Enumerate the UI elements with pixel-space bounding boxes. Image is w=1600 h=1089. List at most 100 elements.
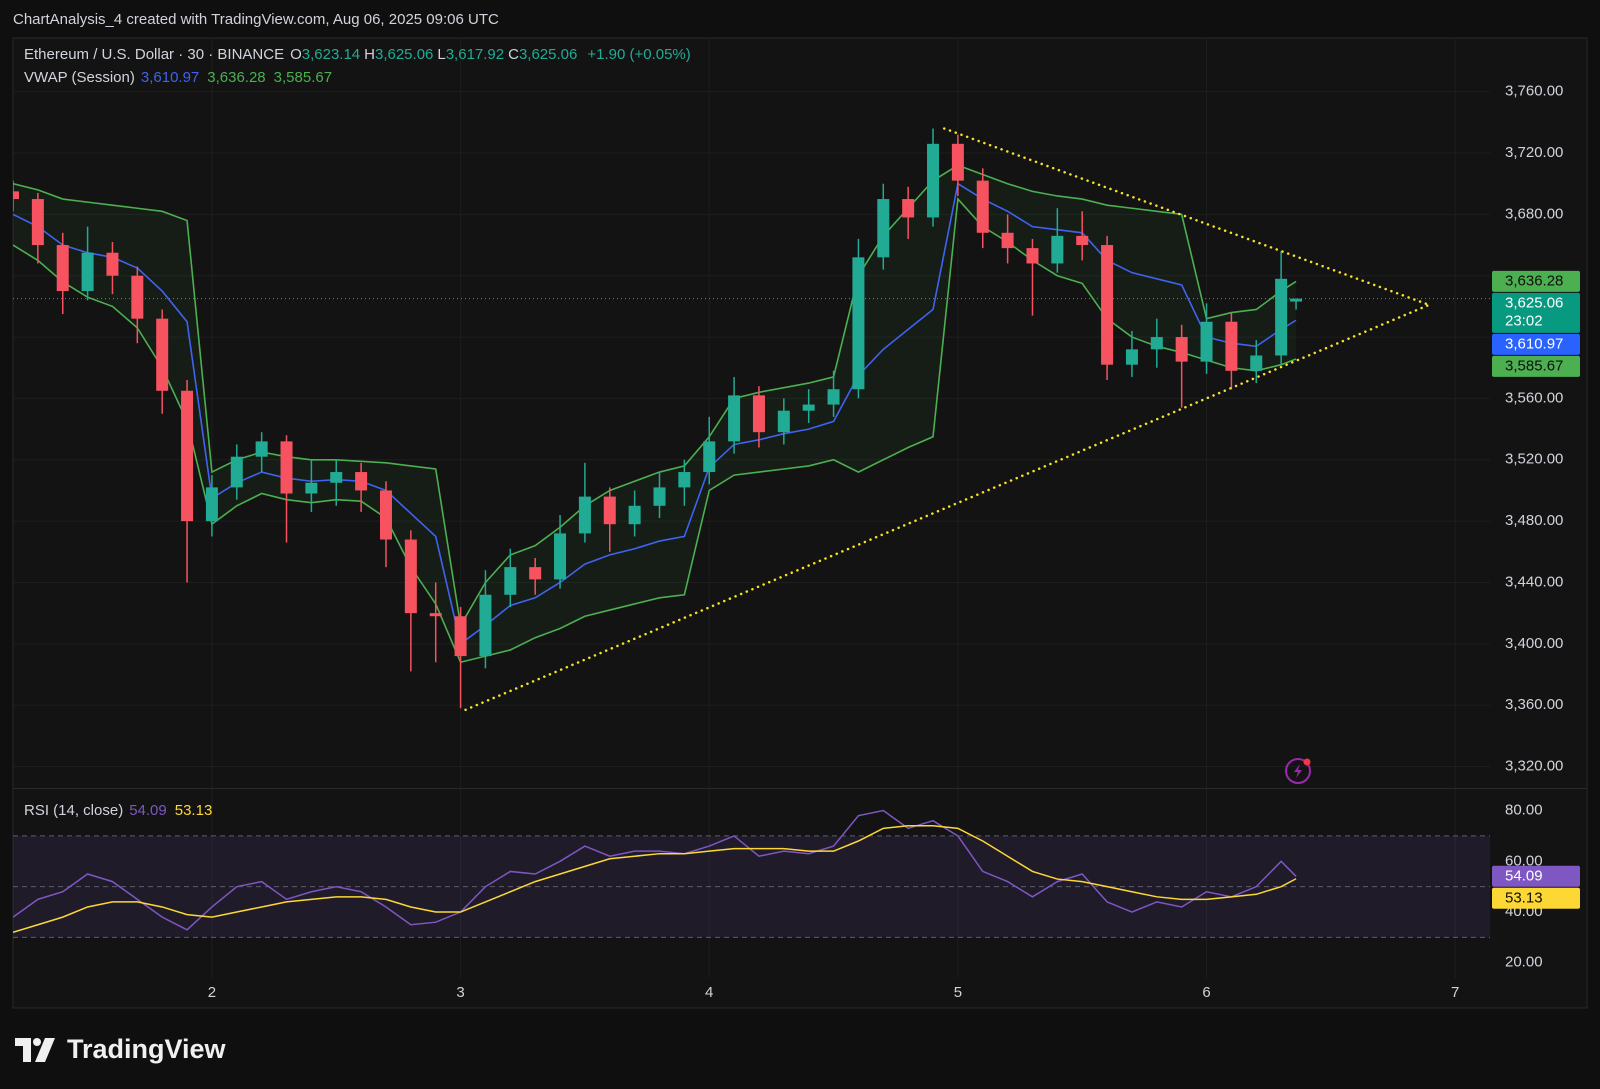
price-tag: 54.09 xyxy=(1492,865,1580,887)
vwap-line xyxy=(13,182,1297,646)
candle-body xyxy=(106,252,119,276)
price-tag-label: 3,585.67 xyxy=(1505,357,1563,374)
ohlc: O3,623.14 H3,625.06 L3,617.92 C3,625.06 xyxy=(290,46,581,63)
candle-body xyxy=(379,490,392,540)
change: +1.90 (+0.05%) xyxy=(587,46,691,63)
ohlc-item: O3,623.14 xyxy=(290,46,360,63)
vwap-line xyxy=(13,164,1297,628)
y-tick-label: 3,760.00 xyxy=(1505,83,1563,100)
candle-body xyxy=(305,482,318,494)
price-tag-label: 23:02 xyxy=(1505,312,1543,329)
vwap-values: 3,610.97 3,636.28 3,585.67 xyxy=(141,69,332,86)
price-tag: 3,610.97 xyxy=(1492,333,1580,355)
candle-body xyxy=(902,199,915,218)
grid xyxy=(13,38,1490,978)
price-pane xyxy=(13,127,1490,712)
price-tag-bg xyxy=(1492,887,1580,909)
logo-text: TradingView xyxy=(67,1034,226,1064)
rsi-line xyxy=(13,825,1297,934)
candle-body xyxy=(728,395,741,442)
candle-body xyxy=(653,487,666,506)
vwap-line xyxy=(13,197,1297,664)
y-tick-label: 60.00 xyxy=(1505,852,1543,869)
y-tick-label: 3,720.00 xyxy=(1505,144,1563,161)
y-tick-label: 3,320.00 xyxy=(1505,757,1563,774)
candle-body xyxy=(628,505,641,525)
candle-body xyxy=(13,191,19,200)
x-tick-label: 5 xyxy=(954,984,962,1001)
ohlc-item: H3,625.06 xyxy=(364,46,433,63)
candle-body xyxy=(156,318,169,391)
price-tag-label: 53.13 xyxy=(1505,889,1543,906)
rsi-legend: RSI (14, close) 54.09 53.13 xyxy=(24,802,212,819)
y-tick-label: 3,440.00 xyxy=(1505,573,1563,590)
logo: TradingView xyxy=(15,1034,226,1065)
x-tick-label: 6 xyxy=(1202,984,1210,1001)
chart-frame xyxy=(12,37,1588,1009)
y-tick-label: 3,400.00 xyxy=(1505,635,1563,652)
candle-body xyxy=(927,143,940,218)
alert-icon[interactable] xyxy=(1285,758,1311,784)
candle-body xyxy=(1275,278,1288,356)
price-tag-label: 3,625.06 xyxy=(1505,294,1563,311)
ohlc-item: C3,625.06 xyxy=(508,46,577,63)
candle-body xyxy=(205,487,218,522)
candle-body xyxy=(976,180,989,233)
candle-body xyxy=(777,410,790,433)
candle-body xyxy=(554,533,567,580)
price-tag: 3,585.67 xyxy=(1492,355,1580,377)
vwap-band-fill xyxy=(13,165,1297,663)
price-legend: Ethereum / U.S. Dollar · 30 · BINANCE O3… xyxy=(24,46,691,63)
candle-body xyxy=(230,456,243,488)
candle-body xyxy=(1200,321,1213,362)
vwap-value: 3,636.28 xyxy=(207,69,266,86)
candle-body xyxy=(31,199,44,246)
price-tag: 3,636.28 xyxy=(1492,270,1580,292)
candle-body xyxy=(678,472,691,488)
candle-body xyxy=(1101,245,1114,365)
price-tag-bg xyxy=(1492,355,1580,377)
price-tag-bg xyxy=(1492,292,1580,333)
ohlc-value: 3,623.14 xyxy=(301,46,361,63)
price-tag-label: 3,636.28 xyxy=(1505,272,1563,289)
rsi-value: 54.09 xyxy=(129,802,167,819)
candle-body xyxy=(877,199,890,258)
price-tag-bg xyxy=(1492,270,1580,292)
y-tick-label: 80.00 xyxy=(1505,802,1543,819)
symbol-title: Ethereum / U.S. Dollar · 30 · BINANCE xyxy=(24,46,285,63)
ohlc-key: C xyxy=(508,46,519,63)
rsi-title: RSI (14, close) xyxy=(24,802,124,819)
candle-body xyxy=(802,404,815,411)
vwap-value: 3,585.67 xyxy=(273,69,333,86)
x-tick-label: 3 xyxy=(456,984,464,1001)
candle-body xyxy=(1125,349,1138,365)
vwap-title: VWAP (Session) xyxy=(24,69,135,86)
ohlc-key: L xyxy=(437,46,446,63)
candle-body xyxy=(1290,298,1303,302)
header: ChartAnalysis_4 created with TradingView… xyxy=(13,11,499,28)
price-tag: 53.13 xyxy=(1492,887,1580,909)
y-tick-label: 3,360.00 xyxy=(1505,696,1563,713)
candle-body xyxy=(255,441,268,457)
candle-body xyxy=(951,143,964,181)
candle-body xyxy=(1026,248,1039,264)
candle-body xyxy=(703,441,716,473)
price-tag-bg xyxy=(1492,865,1580,887)
ohlc-value: 3,625.06 xyxy=(374,46,434,63)
y-tick-label: 3,680.00 xyxy=(1505,205,1563,222)
candle-body xyxy=(1051,235,1064,264)
candle-body xyxy=(81,252,94,292)
candle-body xyxy=(603,496,616,525)
candle-body xyxy=(404,539,417,614)
x-tick-label: 7 xyxy=(1451,984,1459,1001)
ohlc-key: H xyxy=(364,46,375,63)
vwap-legend: VWAP (Session) 3,610.97 3,636.28 3,585.67 xyxy=(24,69,332,86)
y-tick-label: 20.00 xyxy=(1505,954,1543,971)
axes: 2 3 4 5 6 7 3,320.00 3,360.00 3,400.00 3,440.00 3,… xyxy=(208,83,1580,1001)
candle-body xyxy=(827,389,840,405)
ohlc-value: 3,617.92 xyxy=(445,46,505,63)
y-tick-label: 3,480.00 xyxy=(1505,512,1563,529)
candle-body xyxy=(1250,355,1263,371)
